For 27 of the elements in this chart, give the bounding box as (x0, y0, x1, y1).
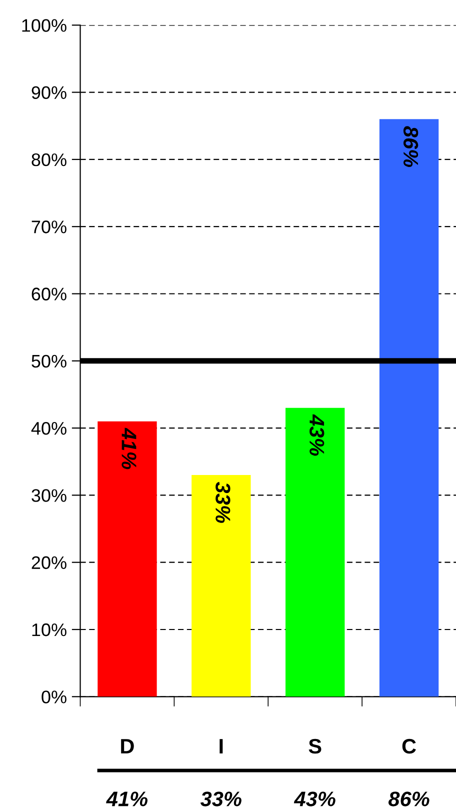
y-tick-label: 20% (32, 556, 66, 570)
y-tick-label: 80% (32, 153, 66, 166)
x-tick-label: S (308, 738, 322, 754)
y-tick-label: 100% (22, 19, 66, 32)
text: 41% (122, 428, 136, 470)
y-tick-label: 70% (32, 220, 66, 234)
text: 86% (403, 126, 418, 167)
y-tick-label: 50% (32, 354, 66, 368)
text: 33% (216, 482, 230, 523)
data-label: 33% (200, 792, 242, 806)
y-tick-label: 90% (32, 86, 66, 100)
x-tick-label: I (220, 739, 223, 754)
bar (192, 475, 251, 697)
text: 43% (310, 414, 324, 456)
data-label: 43% (294, 792, 336, 806)
y-tick-label: 60% (32, 288, 66, 300)
x-tick-label: D (121, 739, 134, 754)
data-label: 41% (106, 792, 148, 806)
bar (286, 408, 345, 697)
y-tick-label: 10% (32, 623, 66, 636)
y-tick-label: 40% (31, 422, 66, 435)
y-tick-label: 30% (32, 489, 66, 502)
y-tick-label: 0% (42, 690, 66, 704)
bar (379, 119, 439, 697)
x-tick-label: C (402, 738, 416, 754)
data-label: 86% (388, 792, 430, 806)
bar (98, 421, 157, 697)
